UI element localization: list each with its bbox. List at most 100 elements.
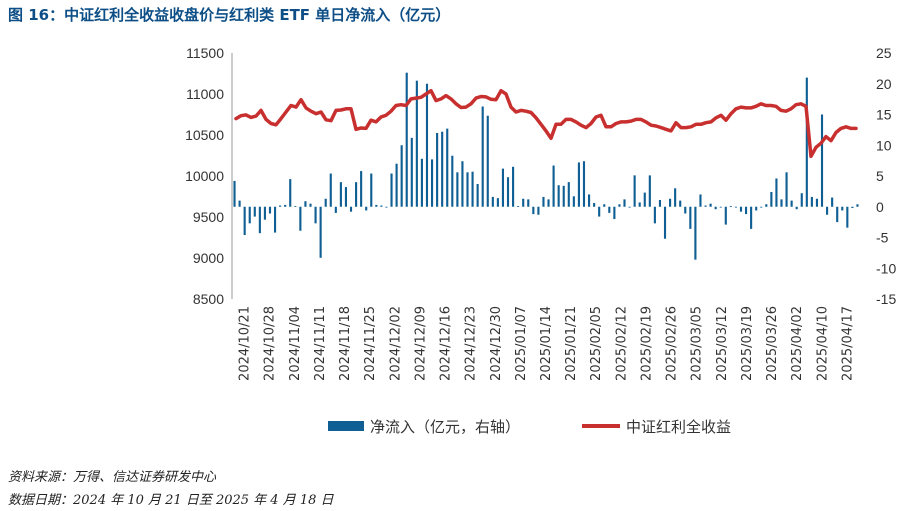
x-axis-tick-label: 2024/12/30 <box>489 306 504 381</box>
x-axis-tick-label: 2025/03/26 <box>765 306 780 381</box>
flow-bar <box>552 165 555 207</box>
flow-bar <box>289 179 292 207</box>
flow-bar <box>395 163 398 207</box>
flow-bar <box>360 171 363 207</box>
flow-bar <box>750 206 753 229</box>
flow-bar <box>268 206 272 214</box>
flow-bar <box>572 196 575 207</box>
right-axis-tick-label: -10 <box>876 260 896 276</box>
flow-bar <box>532 206 535 215</box>
flow-bar <box>633 175 636 207</box>
flow-bar <box>284 204 287 207</box>
flow-bar <box>486 115 489 207</box>
chart-area: 8500 9000 9500 10000 10500 11000 11500 -15 -10 -5… <box>185 45 896 436</box>
flow-bar <box>349 206 353 212</box>
flow-bar <box>491 196 494 207</box>
flow-bar <box>365 206 368 211</box>
flow-bar <box>410 137 413 207</box>
flow-bar <box>446 128 449 207</box>
legend-swatch-bar <box>328 421 364 431</box>
flow-bar <box>329 173 332 207</box>
x-axis-tick-label: 2025/01/14 <box>539 306 554 381</box>
x-axis-tick-label: 2025/03/05 <box>690 306 705 381</box>
x-axis-tick-label: 2025/04/02 <box>790 306 805 381</box>
flow-bar <box>522 198 525 207</box>
flow-bar <box>451 155 454 207</box>
flow-bar <box>557 185 560 207</box>
flow-bar <box>324 198 327 207</box>
flow-bar <box>339 182 342 207</box>
flow-bar <box>648 175 651 207</box>
flow-bar <box>679 200 682 207</box>
flow-bar <box>608 206 611 213</box>
right-axis-tick-label: 15 <box>876 107 892 123</box>
flow-bar <box>587 194 591 207</box>
flow-bar <box>273 206 277 233</box>
flow-bar <box>770 191 773 207</box>
flow-bar <box>517 206 520 207</box>
right-axis-tick-label: 20 <box>876 76 892 92</box>
right-axis-tick-label: 25 <box>876 45 892 61</box>
flow-bar <box>638 202 641 207</box>
flow-bar <box>577 162 580 207</box>
x-axis-tick-label: 2024/10/21 <box>238 306 253 381</box>
flow-bar <box>820 114 824 207</box>
flow-bar <box>739 206 743 212</box>
left-axis-tick-label: 10500 <box>185 127 224 143</box>
left-axis-tick-label: 9500 <box>193 209 224 225</box>
flow-bar <box>775 178 778 207</box>
flow-bar <box>400 145 403 207</box>
flow-bar <box>420 158 423 207</box>
x-axis-tick-label: 2025/02/12 <box>614 306 629 381</box>
flow-bar <box>481 106 484 207</box>
flow-bar <box>780 199 783 207</box>
flow-bar <box>248 206 251 224</box>
flow-bar <box>815 198 819 207</box>
flow-bar <box>663 206 667 239</box>
flow-bar <box>496 198 499 207</box>
flow-bar <box>258 206 261 234</box>
x-axis-tick-label: 2025/02/05 <box>589 306 604 381</box>
flow-bar <box>243 206 246 236</box>
x-axis-tick-label: 2024/11/11 <box>313 306 328 381</box>
flow-bar <box>294 206 297 207</box>
flow-bar <box>238 200 241 207</box>
flow-bar <box>800 193 803 207</box>
flow-bar <box>669 198 672 207</box>
flow-bar <box>425 83 429 207</box>
flow-bar <box>618 204 621 207</box>
flow-bar <box>319 206 322 258</box>
flow-bar <box>699 194 702 207</box>
flow-bar <box>415 80 418 207</box>
x-axis-tick-label: 2025/04/17 <box>840 306 855 381</box>
legend-label-bar: 净流入（亿元，右轴） <box>370 418 520 436</box>
flow-bar <box>390 173 393 207</box>
flow-bar <box>598 206 601 217</box>
x-axis-tick-label: 2025/03/19 <box>740 306 755 381</box>
flow-bar <box>279 205 282 207</box>
flow-bar <box>370 173 373 207</box>
flow-bar <box>527 199 530 207</box>
flow-bar <box>714 206 717 210</box>
flow-bar <box>689 206 692 229</box>
flow-bar <box>623 199 626 207</box>
x-axis-tick-label: 2025/02/19 <box>639 306 654 381</box>
flow-bar <box>658 199 662 207</box>
flow-bar <box>562 185 565 207</box>
x-axis-tick-label: 2025/02/26 <box>665 306 680 381</box>
flow-bar <box>785 172 788 207</box>
right-axis-tick-label: 0 <box>876 199 884 215</box>
x-axis-tick-label: 2024/12/16 <box>439 306 454 381</box>
flow-bar <box>856 204 859 207</box>
flow-bar <box>476 183 479 207</box>
flow-bar <box>461 161 464 207</box>
flow-bar <box>734 206 737 208</box>
x-axis-tick-label: 2024/10/28 <box>263 306 278 381</box>
flow-bar <box>674 188 677 207</box>
flow-bar <box>704 205 707 207</box>
x-axis-tick-label: 2024/11/04 <box>288 306 303 381</box>
x-axis-tick-label: 2025/01/07 <box>514 306 529 381</box>
flow-bar <box>628 206 631 208</box>
flow-bar <box>441 131 444 207</box>
x-axis-tick-label: 2024/12/09 <box>413 306 428 381</box>
